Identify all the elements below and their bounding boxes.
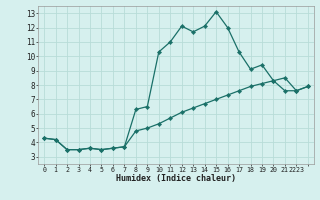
- X-axis label: Humidex (Indice chaleur): Humidex (Indice chaleur): [116, 174, 236, 183]
